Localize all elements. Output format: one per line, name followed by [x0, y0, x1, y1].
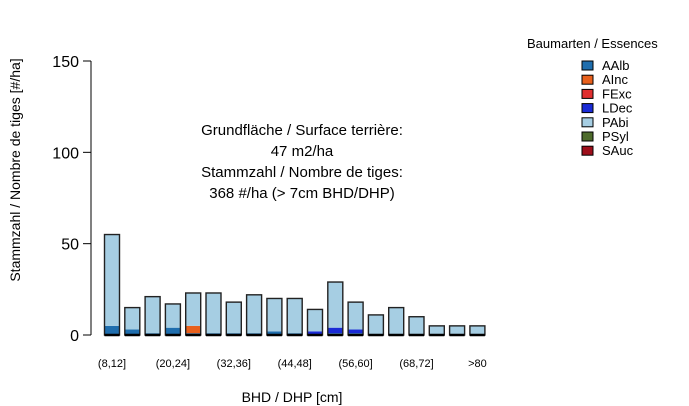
bar-segment — [327, 327, 343, 334]
legend-swatch — [581, 88, 594, 99]
bar-segment — [165, 327, 181, 335]
bar-segment — [185, 292, 201, 326]
bar-group — [388, 306, 405, 337]
annotation: Grundfläche / Surface terrière: 47 m2/ha… — [201, 122, 403, 202]
bar-segment — [348, 302, 364, 330]
legend-swatch — [581, 131, 594, 142]
y-tick-label: 150 — [52, 54, 79, 71]
bar-group — [144, 295, 161, 337]
bar-segment — [348, 329, 364, 334]
legend-label: FExc — [602, 86, 632, 101]
y-tick-label: 100 — [52, 145, 79, 162]
bar-segment — [185, 325, 201, 334]
x-tick-label: >80 — [468, 358, 487, 370]
y-tick-label: 50 — [61, 237, 79, 254]
bar-group — [103, 233, 121, 337]
bar-segment — [266, 298, 282, 332]
bar-segment — [104, 234, 120, 326]
bar-group — [367, 314, 385, 337]
x-tick-label: (8,12] — [98, 358, 126, 370]
legend-label: SAuc — [602, 143, 634, 158]
x-tick-label: (32,36] — [217, 358, 251, 370]
legend-swatch — [581, 145, 594, 156]
annotation-line-2: 47 m2/ha — [271, 143, 334, 160]
bar-group — [306, 308, 324, 337]
bar-group — [428, 325, 445, 337]
bar-segment — [307, 331, 323, 335]
legend-swatch — [581, 60, 594, 71]
bar-segment — [388, 307, 404, 335]
bar-group — [124, 306, 141, 337]
bar-segment — [165, 303, 181, 328]
bar-group — [408, 316, 425, 337]
bar-segment — [246, 294, 262, 334]
x-tick-label: (44,48] — [278, 358, 312, 370]
bar-segment — [409, 316, 424, 335]
bar-group — [286, 297, 303, 337]
legend-label: PAbi — [602, 115, 629, 130]
bars — [103, 233, 486, 337]
legend: Baumarten / Essences AAlbAIncFExcLDecPAb… — [527, 36, 658, 158]
x-tick-label: (20,24] — [156, 358, 190, 370]
annotation-line-4: 368 #/ha (> 7cm BHD/DHP) — [209, 185, 395, 202]
bar-segment — [226, 302, 242, 334]
y-axis: 0 50 100 150 — [52, 54, 92, 345]
legend-label: AAlb — [602, 58, 629, 73]
y-axis-title: Stammzahl / Nombre de tiges [#/ha] — [7, 58, 23, 281]
bar-group — [205, 292, 222, 337]
bar-segment — [469, 325, 485, 335]
bar-group — [164, 303, 182, 337]
legend-label: PSyl — [602, 129, 629, 144]
bar-segment — [266, 331, 282, 335]
x-tick-label: (56,60] — [338, 358, 372, 370]
legend-swatch — [581, 74, 594, 85]
bar-segment — [429, 325, 445, 335]
bar-segment — [327, 282, 343, 328]
legend-swatch — [581, 103, 594, 114]
annotation-line-1: Grundfläche / Surface terrière: — [201, 122, 403, 139]
bar-group — [469, 325, 486, 337]
bar-group — [184, 292, 202, 337]
bar-group — [266, 297, 283, 337]
x-axis-title: BHD / DHP [cm] — [242, 389, 343, 405]
bar-segment — [145, 296, 161, 334]
bar-group — [448, 325, 466, 337]
bar-segment — [206, 292, 221, 334]
y-tick-label: 0 — [70, 328, 79, 345]
bar-group — [245, 294, 263, 337]
bar-segment — [368, 314, 384, 335]
bar-segment — [307, 309, 323, 332]
x-tick-labels: (8,12] (20,24] (32,36] (44,48] (56,60] (68,72… — [98, 358, 487, 370]
bar-group — [327, 281, 344, 337]
bar-group — [225, 301, 243, 337]
legend-title: Baumarten / Essences — [527, 36, 658, 51]
legend-swatch — [581, 117, 594, 128]
legend-label: LDec — [602, 101, 633, 116]
bar-segment — [104, 325, 120, 335]
bar-segment — [124, 307, 140, 330]
bar-group — [347, 301, 364, 337]
bar-segment — [449, 325, 465, 335]
annotation-line-3: Stammzahl / Nombre de tiges: — [201, 164, 403, 181]
legend-label: AInc — [602, 72, 629, 87]
bar-segment — [287, 298, 303, 334]
bar-segment — [124, 329, 140, 335]
x-tick-label: (68,72] — [399, 358, 433, 370]
